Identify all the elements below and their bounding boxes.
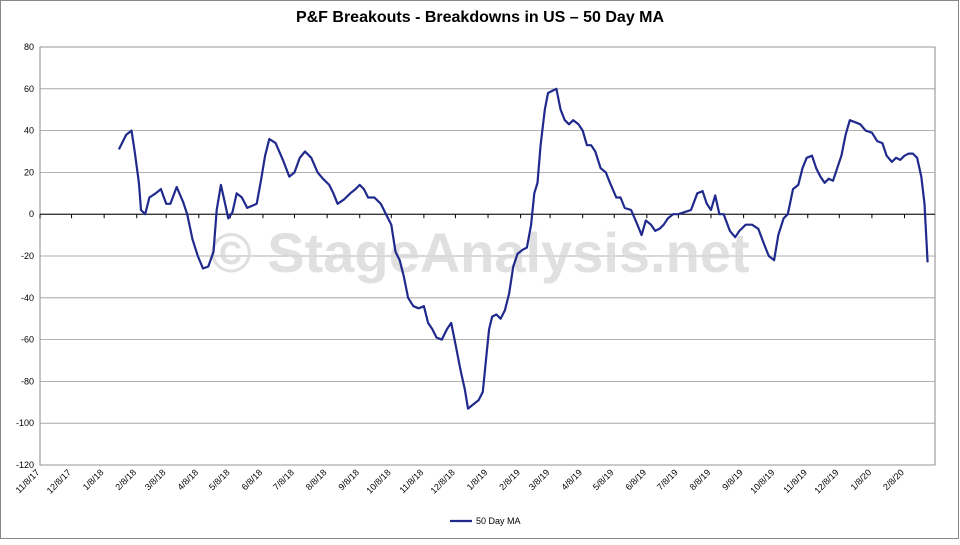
data-line [117,87,929,410]
y-tick-label: 40 [24,126,34,136]
legend-label: 50 Day MA [476,516,521,526]
y-tick-label: 80 [24,42,34,52]
y-tick-label: -100 [16,418,34,428]
y-tick-label: 60 [24,84,34,94]
y-tick-label: 20 [24,167,34,177]
y-tick-label: -40 [21,293,34,303]
y-tick-label: 0 [29,209,34,219]
watermark: © StageAnalysis.net [210,221,749,284]
y-tick-label: -60 [21,335,34,345]
y-tick-label: -80 [21,376,34,386]
chart-title: P&F Breakouts - Breakdowns in US – 50 Da… [296,9,665,26]
y-tick-label: -20 [21,251,34,261]
y-tick-label: -120 [16,460,34,470]
